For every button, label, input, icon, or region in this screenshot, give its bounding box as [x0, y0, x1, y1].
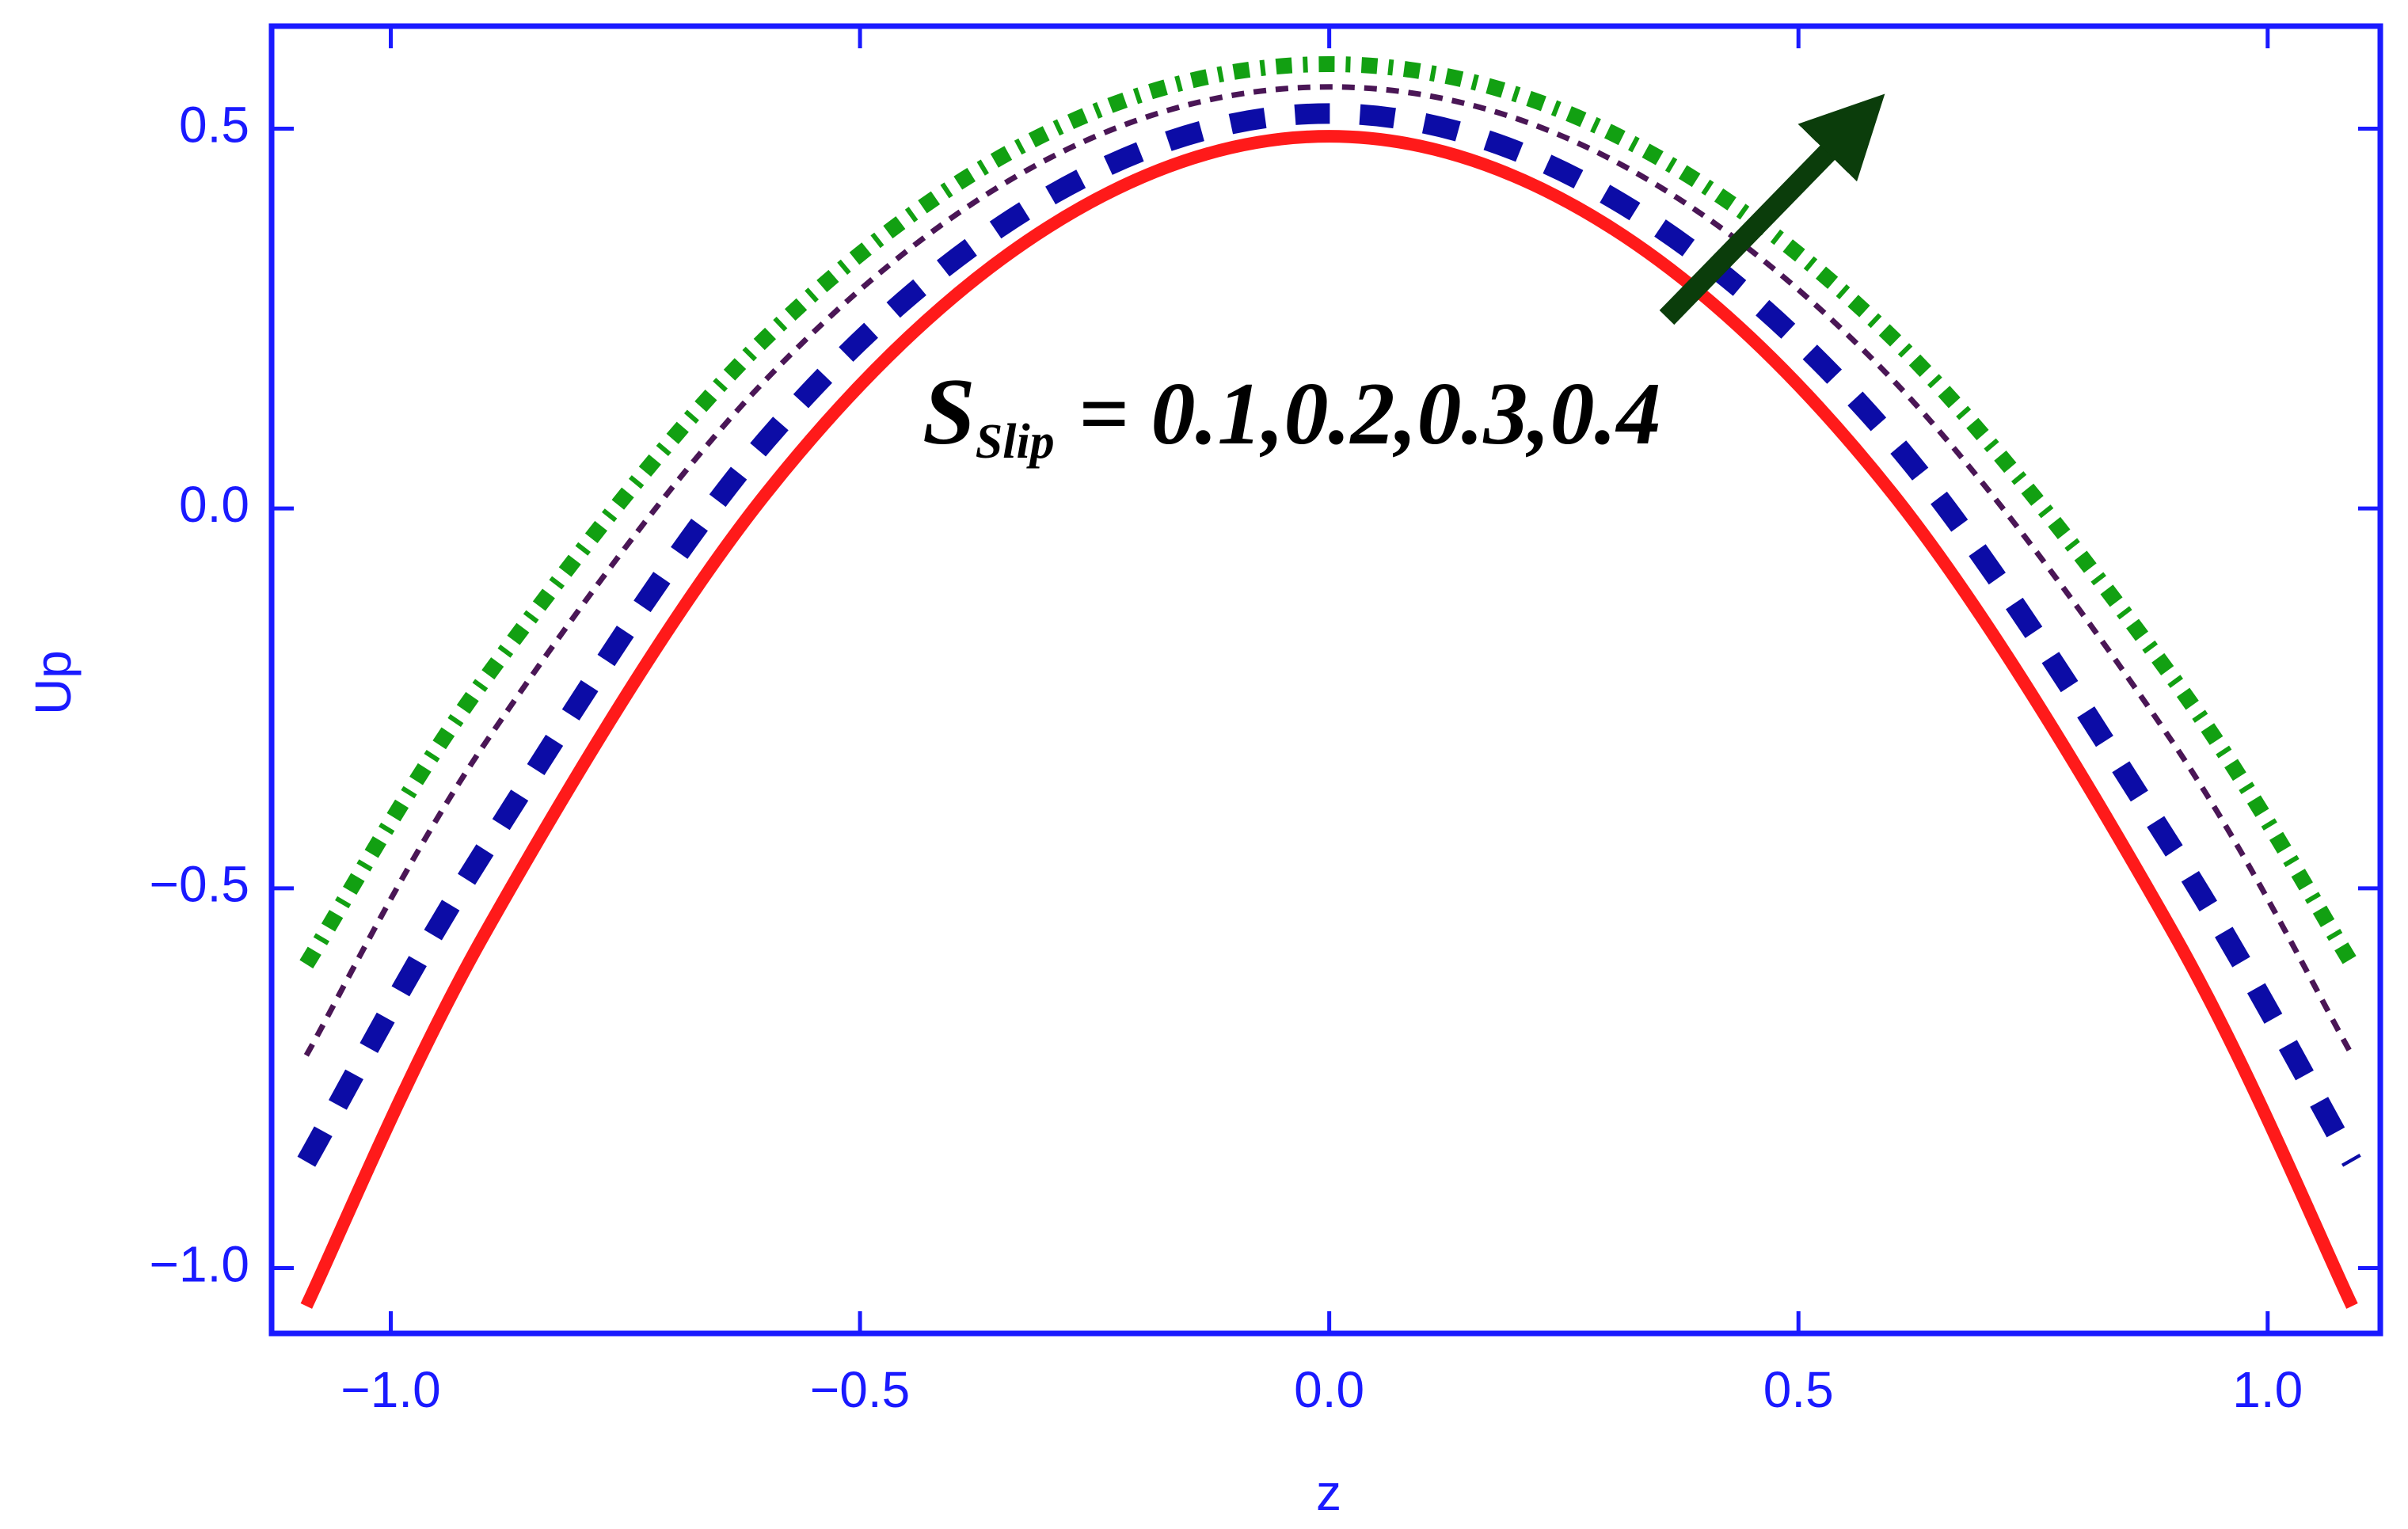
arrow: [1659, 93, 1885, 325]
y-axis-label: Up: [25, 650, 82, 715]
annotation-subscript: Slip: [976, 415, 1055, 469]
x-tick-label: 0.5: [1763, 1361, 1834, 1418]
curves: [297, 55, 2361, 1309]
series-line: [303, 84, 2355, 1057]
y-tick-label: −1.0: [150, 1235, 249, 1292]
y-tick-label: 0.5: [179, 96, 249, 153]
series-line: [297, 103, 2361, 1167]
x-axis-label: z: [1316, 1464, 1341, 1521]
y-tick-label: −0.5: [150, 856, 249, 913]
x-tick-label: −0.5: [810, 1361, 910, 1418]
series-line: [299, 55, 2359, 969]
y-tick-label: 0.0: [179, 476, 249, 533]
x-tick-label: −1.0: [340, 1361, 440, 1418]
series-line: [300, 130, 2358, 1309]
annotation-text: = 0.1,0.2,0.3,0.4: [1078, 365, 1661, 463]
annotation-symbol: S: [922, 359, 976, 464]
annotation: SSlip = 0.1,0.2,0.3,0.4: [922, 359, 1661, 469]
x-tick-label: 0.0: [1294, 1361, 1364, 1418]
x-tick-label: 1.0: [2232, 1361, 2303, 1418]
plot-frame: [268, 23, 2383, 1337]
